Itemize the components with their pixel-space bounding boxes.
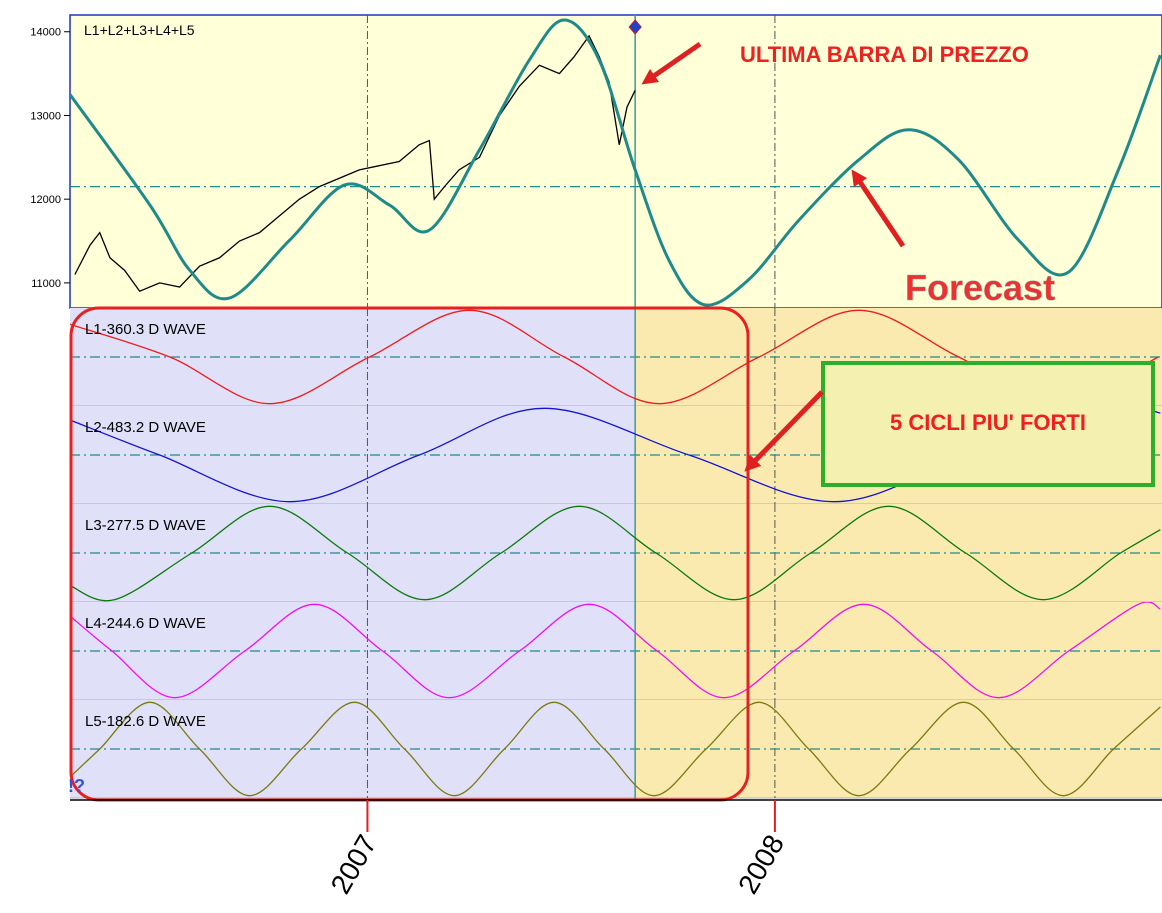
panel-title: L1+L2+L3+L4+L5 bbox=[84, 22, 195, 38]
arrow bbox=[744, 390, 824, 472]
y-tick-label: 14000 bbox=[30, 27, 61, 39]
annotation: Forecast bbox=[905, 267, 1055, 308]
last-bar-marker bbox=[628, 19, 642, 35]
annotation: 5 CICLI PIU' FORTI bbox=[890, 410, 1086, 435]
y-tick-label: 13000 bbox=[30, 110, 61, 122]
annotation: ULTIMA BARRA DI PREZZO bbox=[740, 42, 1029, 67]
panel-background bbox=[69, 14, 1162, 309]
panel-title: L2-483.2 D WAVE bbox=[85, 419, 206, 436]
y-tick-label: 12000 bbox=[30, 194, 61, 206]
annotation: !? bbox=[68, 776, 85, 796]
arrow bbox=[851, 169, 906, 248]
x-tick-label: 2008 bbox=[732, 830, 790, 899]
wave-line bbox=[70, 701, 1161, 797]
panel-title: L3-277.5 D WAVE bbox=[85, 517, 206, 534]
arrow bbox=[641, 41, 702, 85]
price-line bbox=[74, 34, 636, 293]
callout-box bbox=[821, 361, 1155, 487]
decorations bbox=[69, 41, 1162, 802]
wave-line bbox=[70, 18, 1162, 307]
panel-title: L5-182.6 D WAVE bbox=[85, 713, 206, 730]
panel-title: L4-244.6 D WAVE bbox=[85, 615, 206, 632]
y-tick-label: 11000 bbox=[31, 278, 61, 290]
wave-line bbox=[70, 602, 1161, 699]
x-tick-label: 2007 bbox=[325, 830, 383, 899]
wave-line bbox=[70, 505, 1161, 602]
panel-title: L1-360.3 D WAVE bbox=[85, 321, 206, 338]
